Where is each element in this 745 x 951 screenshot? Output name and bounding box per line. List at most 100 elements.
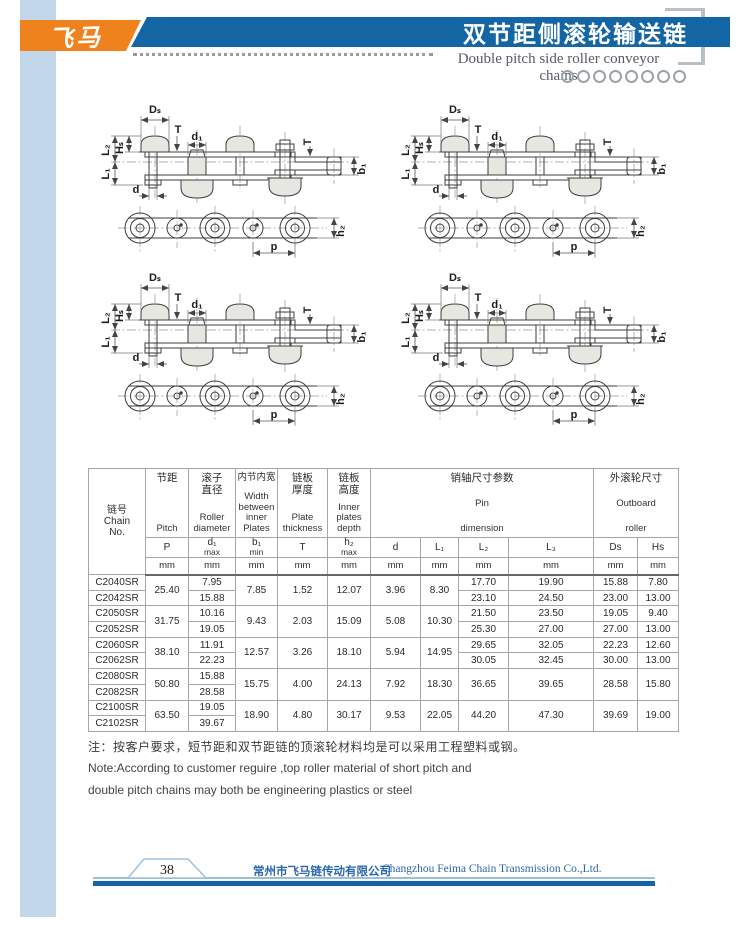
cell-Hs: 13.00 (637, 621, 679, 638)
page-number-tab: 38 (127, 858, 207, 879)
cell-P: 50.80 (145, 668, 189, 701)
table-row: C2062SR 22.23 30.05 32.45 30.00 13.00 (88, 652, 679, 670)
cell-h2: 15.09 (327, 605, 371, 638)
sym-d1: d₁ max (188, 537, 236, 558)
cell-chain: C2080SR (88, 668, 146, 685)
cell-chain: C2050SR (88, 605, 146, 623)
cell-Ds: 22.23 (593, 636, 638, 654)
note-en-line2: double pitch chains may both be engineer… (88, 783, 413, 797)
cell-L3: 47.30 (508, 699, 594, 732)
cell-b1: 15.75 (235, 668, 278, 701)
cell-h2: 12.07 (327, 573, 371, 607)
cell-T: 1.52 (277, 573, 328, 607)
cell-L1: 8.30 (420, 573, 459, 607)
cell-d1: 28.58 (188, 683, 236, 701)
cell-Hs: 9.40 (637, 605, 679, 623)
cell-b1: 7.85 (235, 573, 278, 607)
circle-icon (641, 70, 654, 83)
cell-d: 7.92 (370, 668, 421, 701)
header-row-symbols: P d₁ max b₁ min T h₂ max d L₁ L₂ L₃ Ds Hs (89, 537, 679, 558)
title-bar: 双节距侧滚轮输送链 (131, 17, 730, 47)
sym-Ds: Ds (593, 537, 638, 558)
cell-L1: 10.30 (420, 605, 459, 638)
chain-diagram-bottom-left (85, 268, 385, 428)
title-bracket-top (665, 8, 705, 11)
page-title: 双节距侧滚轮输送链 (463, 21, 688, 47)
cell-T: 4.80 (277, 699, 328, 732)
cell-L2: 30.05 (458, 652, 509, 670)
cell-Hs: 19.00 (637, 699, 679, 732)
col-header-plate: 链板 厚度 Plate thickness (277, 468, 328, 538)
cell-chain: C2102SR (88, 715, 146, 732)
cell-chain: C2100SR (88, 699, 146, 717)
cell-chain: C2040SR (88, 574, 146, 591)
circle-icon (577, 70, 590, 83)
brand-logo: 飞马 (48, 25, 104, 54)
sym-d: d (370, 537, 421, 558)
table-row: C2102SR 39.67 (88, 715, 679, 732)
cell-Ds: 30.00 (593, 652, 638, 670)
col-header-depth: 链板 高度 Inner plates depth (327, 468, 371, 538)
circle-icon (561, 70, 574, 83)
cell-d: 5.94 (370, 636, 421, 670)
chain-diagram-top-right (385, 100, 685, 260)
company-name-cn: 常州市飞马链传动有限公司 (253, 866, 391, 878)
cell-Ds: 23.00 (593, 589, 638, 607)
cell-chain: C2062SR (88, 652, 146, 670)
note-en-line1: Note:According to customer reguire ,top … (88, 761, 472, 775)
cell-T: 4.00 (277, 668, 328, 701)
sym-b1: b₁ min (235, 537, 278, 558)
circle-icon (657, 70, 670, 83)
cell-L3: 24.50 (508, 589, 594, 607)
cell-L2: 36.65 (458, 668, 509, 701)
table-row: C2050SR 31.75 10.16 9.43 2.03 15.09 5.08… (88, 605, 679, 638)
cell-P: 38.10 (145, 636, 189, 670)
header-row-titles: 链号 Chain No. 节距 Pitch 滚子 直径 Roller diamete… (88, 468, 679, 575)
cell-h2: 18.10 (327, 636, 371, 670)
cell-d1: 19.05 (188, 699, 236, 717)
cell-b1: 18.90 (235, 699, 278, 732)
cell-h2: 24.13 (327, 668, 371, 701)
cell-b1: 12.57 (235, 636, 278, 670)
sym-Hs: Hs (637, 537, 679, 558)
table-row: C2100SR 63.50 19.05 18.90 4.80 30.17 9.5… (88, 699, 679, 732)
sym-L1: L₁ (420, 537, 459, 558)
cell-L1: 18.30 (420, 668, 459, 701)
cell-chain: C2082SR (88, 683, 146, 701)
dotted-divider (133, 53, 433, 56)
cell-Hs: 13.00 (637, 652, 679, 670)
col-header-width: 内节内宽 Width between inner Plates (235, 468, 278, 538)
cell-L3: 39.65 (508, 668, 594, 701)
sym-T: T (277, 537, 328, 558)
cell-Hs: 12.60 (637, 636, 679, 654)
footer-rule-thick (93, 881, 655, 886)
cell-h2: 30.17 (327, 699, 371, 732)
cell-Ds: 28.58 (593, 668, 638, 701)
cell-P: 25.40 (145, 573, 189, 607)
cell-L2: 21.50 (458, 605, 509, 623)
cell-d1: 22.23 (188, 652, 236, 670)
cell-Ds: 39.69 (593, 699, 638, 732)
cell-L2: 44.20 (458, 699, 509, 732)
table-row: C2060SR 38.10 11.91 12.57 3.26 18.10 5.9… (88, 636, 679, 670)
cell-Hs: 13.00 (637, 589, 679, 607)
cell-T: 3.26 (277, 636, 328, 670)
circle-icon (593, 70, 606, 83)
cell-d1: 10.16 (188, 605, 236, 623)
left-accent-bar (20, 0, 56, 917)
cell-L1: 22.05 (420, 699, 459, 732)
cell-d1: 39.67 (188, 715, 236, 732)
company-name-en: Changzhou Feima Chain Transmission Co.,L… (382, 863, 602, 875)
cell-L2: 23.10 (458, 589, 509, 607)
sym-L3: L₃ (508, 537, 594, 558)
cell-d1: 19.05 (188, 621, 236, 638)
cell-Ds: 19.05 (593, 605, 638, 623)
col-group-outboard: 外滚轮尺寸 Outboard roller (593, 468, 679, 538)
cell-L2: 25.30 (458, 621, 509, 638)
spec-table: 链号 Chain No. 节距 Pitch 滚子 直径 Roller diamete… (88, 468, 679, 732)
cell-T: 2.03 (277, 605, 328, 638)
cell-L2: 29.65 (458, 636, 509, 654)
cell-P: 31.75 (145, 605, 189, 638)
cell-L2: 17.70 (458, 574, 509, 591)
